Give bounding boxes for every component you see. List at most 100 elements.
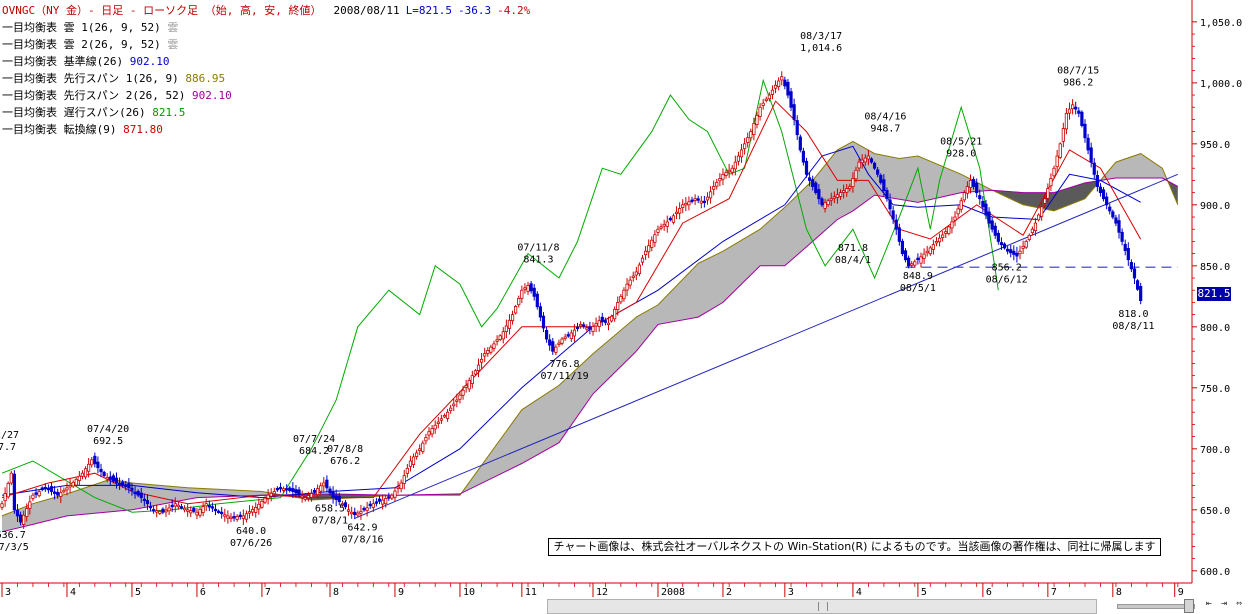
candle-body xyxy=(111,475,115,482)
candle-body xyxy=(517,297,521,306)
candle-body xyxy=(247,511,252,514)
candle-body xyxy=(1049,178,1053,187)
candle-body xyxy=(798,136,802,151)
candle-body xyxy=(662,223,666,227)
candle-body xyxy=(712,186,716,190)
x-tick-label: 12 xyxy=(596,587,608,598)
candle-body xyxy=(619,295,623,303)
candle-body xyxy=(609,315,614,322)
candle-body xyxy=(213,508,218,512)
legend-item[interactable]: 一目均衡表 先行スパン 1(26, 9) 886.95 xyxy=(2,72,226,85)
annotation-label: 07/8/8 xyxy=(327,444,363,455)
candle-body xyxy=(702,200,706,204)
candle-body xyxy=(133,491,137,495)
candle-body xyxy=(121,481,125,486)
scroll-last-icon[interactable]: ⇥ xyxy=(1220,598,1228,609)
x-tick-label: 8 xyxy=(1116,587,1122,598)
candle-body xyxy=(90,459,94,466)
candle-body xyxy=(869,158,874,163)
legend-item[interactable]: 一目均衡表 雲 2(26, 9, 52) 雲 xyxy=(2,38,179,51)
legend-item[interactable]: 一目均衡表 基準線(26) 902.10 xyxy=(2,55,170,68)
candle-body xyxy=(266,494,270,499)
annotation-label: 08/6/12 xyxy=(986,274,1028,285)
candle-body xyxy=(789,91,793,108)
candle-body xyxy=(6,482,10,498)
candle-body xyxy=(674,211,679,215)
x-tick-label: 5 xyxy=(135,587,141,598)
legend-item[interactable]: 一目均衡表 転換線(9) 871.80 xyxy=(2,123,163,136)
candle-body xyxy=(582,324,586,327)
annotation-label: 841.3 xyxy=(523,254,553,265)
zoom-slider-thumb[interactable] xyxy=(1184,599,1194,613)
scroll-first-icon[interactable]: ⇤ xyxy=(1205,598,1213,609)
candle-body xyxy=(1132,268,1137,279)
legend-item[interactable]: 一目均衡表 先行スパン 2(26, 52) 902.10 xyxy=(2,89,232,102)
candle-body xyxy=(34,492,38,495)
candle-body xyxy=(851,178,855,187)
candle-body xyxy=(903,250,908,261)
chikou-span-line xyxy=(1,78,999,513)
candle-body xyxy=(235,516,239,520)
candle-body xyxy=(1002,243,1007,249)
candle-body xyxy=(823,202,827,209)
legend-item[interactable]: 一目均衡表 遅行スパン(26) 821.5 xyxy=(2,106,186,119)
candle-body xyxy=(325,479,329,489)
annotation-label: 692.5 xyxy=(93,436,123,447)
candle-body xyxy=(891,210,895,220)
candle-body xyxy=(297,489,301,495)
candle-body xyxy=(999,242,1004,246)
candle-body xyxy=(557,342,561,345)
candle-body xyxy=(981,200,985,208)
candle-body xyxy=(829,198,833,201)
candle-body xyxy=(0,503,4,508)
candle-body xyxy=(640,257,645,263)
candle-body xyxy=(588,326,592,330)
candle-body xyxy=(1006,248,1010,252)
candle-body xyxy=(690,199,694,202)
header-change-pct: -4.2% xyxy=(497,4,531,17)
candle-body xyxy=(681,204,685,208)
candle-body xyxy=(251,509,255,513)
price-annotations: /2/2787.7636.707/3/507/4/20692.5640.007/… xyxy=(0,31,1155,553)
candle-body xyxy=(421,442,425,452)
candle-body xyxy=(350,511,354,515)
candle-body xyxy=(727,169,731,173)
candle-body xyxy=(934,241,939,244)
candle-body xyxy=(411,456,416,465)
candle-body xyxy=(498,335,502,340)
legend-item[interactable]: 一目均衡表 雲 1(26, 9, 52) 雲 xyxy=(2,21,179,34)
annotation-label: 642.9 xyxy=(347,522,377,533)
candle-body xyxy=(161,508,165,513)
annotation-label: 856.2 xyxy=(992,262,1022,273)
candle-body xyxy=(773,84,778,89)
candle-body xyxy=(152,509,156,512)
horizontal-scrollbar[interactable] xyxy=(547,599,1097,614)
scrollbar-grip[interactable] xyxy=(818,602,828,611)
header-change: -36.3 xyxy=(458,4,492,17)
candle-body xyxy=(1040,206,1044,217)
candle-body xyxy=(176,504,180,508)
candle-body xyxy=(510,314,515,322)
candle-body xyxy=(668,217,672,221)
candle-body xyxy=(207,505,211,508)
candle-body xyxy=(238,514,242,518)
candle-body xyxy=(749,131,753,139)
candle-body xyxy=(130,487,134,491)
candle-body xyxy=(507,319,512,329)
y-tick-label: 600.0 xyxy=(1200,567,1230,578)
candle-body xyxy=(31,494,35,499)
candle-body xyxy=(1080,111,1084,126)
fit-icon[interactable]: ⇔ xyxy=(1235,598,1243,609)
candle-body xyxy=(343,502,348,508)
candle-body xyxy=(1098,186,1103,194)
candle-body xyxy=(155,510,159,513)
candle-body xyxy=(458,394,462,400)
candle-body xyxy=(947,226,951,235)
zoom-slider-track[interactable] xyxy=(1117,604,1195,609)
candle-body xyxy=(476,364,481,371)
symbol-title: OVNGC（NY 金）- 日足 - ローソク足 （始, 高, 安, 終値） xyxy=(2,4,322,17)
candle-body xyxy=(1117,220,1121,233)
annotation-label: 07/11/8 xyxy=(517,242,559,253)
candle-body xyxy=(102,471,106,477)
